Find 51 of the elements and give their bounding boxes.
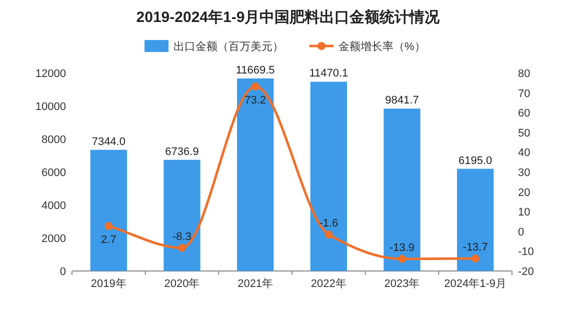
y2-tick-label: 20 (518, 186, 530, 199)
y2-tick-label: 40 (518, 147, 530, 160)
point (251, 82, 260, 90)
y-tick-label: 8000 (42, 134, 66, 146)
data-label: 73.2 (244, 94, 266, 106)
bar (164, 160, 200, 271)
data-label: 11470.1 (309, 68, 348, 80)
point (104, 222, 113, 230)
y2-tick-label: 70 (518, 88, 530, 100)
y-tick-label: 2000 (42, 233, 66, 245)
data-label: 2.7 (101, 234, 116, 246)
bar (90, 150, 127, 271)
bar (384, 108, 420, 271)
data-label: -1.6 (319, 218, 338, 230)
data-label: -13.7 (462, 242, 488, 254)
x-tick-label: 2021年 (238, 278, 274, 290)
y-tick-label: 4000 (42, 200, 66, 212)
data-label: 6195.0 (458, 154, 492, 167)
x-tick-label: 2020年 (164, 278, 200, 290)
data-label: -13.9 (389, 242, 415, 254)
y2-tick-label: 30 (518, 167, 530, 179)
bar (237, 78, 274, 271)
x-tick-label: 2019年 (90, 278, 126, 290)
y2-tick-label: 50 (518, 127, 530, 140)
y-tick-label: 6000 (42, 167, 66, 179)
y2-tick-label: 0 (518, 226, 524, 238)
y2-tick-label: 80 (518, 68, 530, 80)
point (324, 230, 333, 239)
data-label: 9841.7 (385, 94, 419, 107)
legend-label: 金额增长率（%） (338, 40, 426, 53)
data-label: 7344.0 (92, 136, 126, 148)
y-tick-label: 0 (60, 266, 66, 278)
y2-tick-label: -10 (518, 246, 534, 258)
y-tick-label: 12000 (35, 68, 66, 80)
data-label: 6736.9 (165, 146, 199, 158)
bar (457, 168, 494, 271)
bar (310, 82, 347, 271)
x-tick-label: 2022年 (310, 278, 346, 290)
legend-label: 出口金额（百万美元） (174, 40, 284, 53)
chart-title: 2019-2024年1-9月中国肥料出口金额统计情况 (136, 8, 441, 26)
x-tick-label: 2023年 (384, 278, 420, 290)
data-label: 11669.5 (236, 64, 275, 76)
point (178, 244, 186, 252)
data-label: -8.3 (172, 230, 192, 243)
y2-tick-label: 60 (518, 108, 530, 120)
x-tick-label: 2024年1-9月 (444, 278, 507, 290)
y-tick-label: 10000 (35, 101, 66, 113)
point (398, 254, 406, 263)
point (471, 254, 480, 263)
y2-tick-label: -20 (518, 266, 534, 278)
y2-tick-label: 10 (518, 206, 530, 219)
